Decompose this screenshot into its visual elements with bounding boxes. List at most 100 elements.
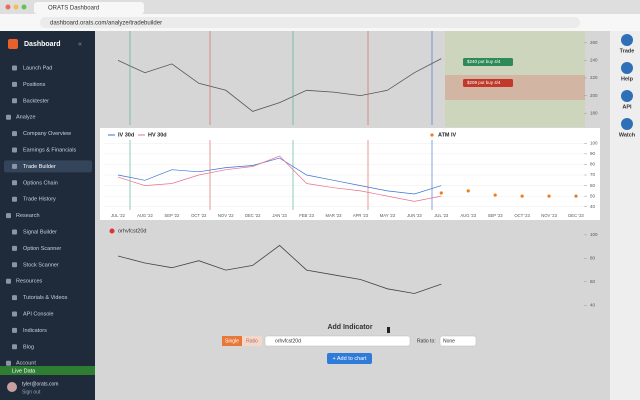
- y-tick-label: 200: [590, 93, 598, 98]
- tab[interactable]: [34, 2, 144, 14]
- x-tick-label: JUL '22: [111, 213, 126, 218]
- legend-label: IV 30d: [118, 132, 134, 138]
- sidebar-item[interactable]: API Console: [23, 311, 54, 317]
- add-button[interactable]: [327, 353, 372, 364]
- legend-swatch: [430, 133, 434, 137]
- y-tick-label: 240: [590, 58, 598, 63]
- sidebar-item[interactable]: Trade Builder: [23, 164, 56, 170]
- mode-ratio[interactable]: [242, 336, 262, 346]
- item-icon: [12, 196, 17, 202]
- remove-icon[interactable]: [109, 228, 115, 234]
- sign-out[interactable]: Sign out: [22, 389, 41, 395]
- rail-label: Watch: [619, 132, 636, 138]
- rail-icon[interactable]: [621, 62, 633, 74]
- x-tick-label: AUG '23: [460, 213, 476, 218]
- rail-label: Trade: [620, 48, 635, 54]
- y-tick-label: 40: [590, 204, 596, 209]
- x-tick-label: AUG '22: [137, 213, 153, 218]
- y-tick-label: 80: [590, 162, 596, 167]
- rail-label: API: [622, 104, 632, 110]
- search-input[interactable]: [264, 335, 411, 347]
- sidebar-item[interactable]: Research: [16, 213, 40, 219]
- atm-iv-point: [466, 189, 470, 193]
- tab-title: ORATS Dashboard: [48, 6, 99, 12]
- sidebar-item[interactable]: Option Scanner: [23, 246, 61, 252]
- sidebar-item[interactable]: Signal Builder: [23, 229, 57, 235]
- sidebar-item[interactable]: Trade History: [23, 197, 56, 203]
- mode-single-label: Single: [225, 338, 239, 344]
- x-tick-label: DEC '23: [568, 213, 584, 218]
- rail-icon[interactable]: [621, 34, 633, 46]
- y-tick-label: 90: [590, 151, 596, 156]
- close-dot[interactable]: [5, 4, 11, 10]
- item-icon: [12, 163, 17, 169]
- x-tick-label: OCT '23: [514, 213, 530, 218]
- sidebar-item[interactable]: Tutorials & Videos: [23, 295, 68, 301]
- cursor: [387, 327, 390, 333]
- y-tick-label: 40: [590, 302, 596, 307]
- sidebar-items: Launch Pad Positions Backtester Analyze Comp…: [4, 65, 92, 367]
- y-tick-label: 180: [590, 110, 598, 115]
- sidebar-item[interactable]: Indicators: [23, 328, 47, 334]
- live-data: Live Data: [12, 368, 36, 374]
- x-tick-label: APR '23: [353, 213, 369, 218]
- annotation-box: [463, 79, 513, 87]
- item-icon: [12, 327, 17, 333]
- collapse[interactable]: «: [78, 41, 82, 48]
- sidebar-item[interactable]: Analyze: [16, 115, 36, 121]
- sidebar-item[interactable]: Options Chain: [23, 180, 58, 186]
- rail-label: Help: [621, 76, 634, 82]
- sidebar-item[interactable]: Account: [16, 361, 36, 367]
- min-dot[interactable]: [13, 4, 19, 10]
- mode-single[interactable]: [222, 336, 242, 346]
- item-icon: [12, 131, 17, 137]
- address-bar[interactable]: [40, 17, 580, 28]
- sidebar-item[interactable]: Company Overview: [23, 131, 71, 137]
- sidebar-item[interactable]: Blog: [23, 344, 34, 350]
- mode-ratio-label: Ratio: [246, 338, 258, 344]
- item-icon: [12, 245, 17, 251]
- x-tick-label: SEP '23: [488, 213, 504, 218]
- price-line: [117, 58, 442, 112]
- item-icon: [6, 114, 11, 120]
- x-tick-label: DEC '22: [245, 213, 261, 218]
- y-tick-label: 100: [590, 140, 598, 145]
- sidebar-item[interactable]: Resources: [16, 279, 43, 285]
- x-tick-label: MAR '23: [326, 213, 343, 218]
- sidebar-item[interactable]: Launch Pad: [23, 65, 52, 71]
- item-icon: [12, 295, 17, 301]
- annotation: $209 put buy 4/4: [467, 80, 501, 85]
- annotation-box: [463, 58, 513, 66]
- item-icon: [12, 311, 17, 317]
- rail-icon[interactable]: [621, 118, 633, 130]
- sidebar-item[interactable]: Stock Scanner: [23, 262, 59, 268]
- y-tick-label: 70: [590, 172, 596, 177]
- rail-items: Trade Help API Watch: [619, 34, 636, 138]
- item-icon: [12, 65, 17, 71]
- sidebar-item[interactable]: Backtester: [23, 98, 49, 104]
- y-tick-label: 260: [590, 40, 598, 45]
- max-dot[interactable]: [21, 4, 27, 10]
- y-tick-label: 220: [590, 75, 598, 80]
- avatar: [7, 382, 17, 392]
- user-email: tyler@orats.com: [22, 381, 58, 387]
- tab-bar: [0, 0, 640, 14]
- sidebar-item[interactable]: Earnings & Financials: [23, 147, 76, 153]
- atm-iv-point: [547, 194, 551, 198]
- sidebar-item[interactable]: Positions: [23, 82, 46, 88]
- item-icon: [12, 344, 17, 350]
- y-tick-label: 60: [590, 183, 596, 188]
- atm-iv-point: [574, 194, 578, 198]
- x-tick-label: JUL '23: [434, 213, 449, 218]
- ratio-select[interactable]: [439, 335, 477, 347]
- x-tick-label: FEB '23: [299, 213, 314, 218]
- x-tick-label: NOV '23: [541, 213, 557, 218]
- item-icon: [6, 213, 11, 219]
- legend-label: HV 30d: [148, 132, 167, 138]
- x-tick-label: SEP '22: [164, 213, 180, 218]
- rail-icon[interactable]: [621, 90, 633, 102]
- logo: [8, 39, 18, 49]
- loss-zone: [445, 75, 585, 100]
- iv-panel: [100, 128, 600, 220]
